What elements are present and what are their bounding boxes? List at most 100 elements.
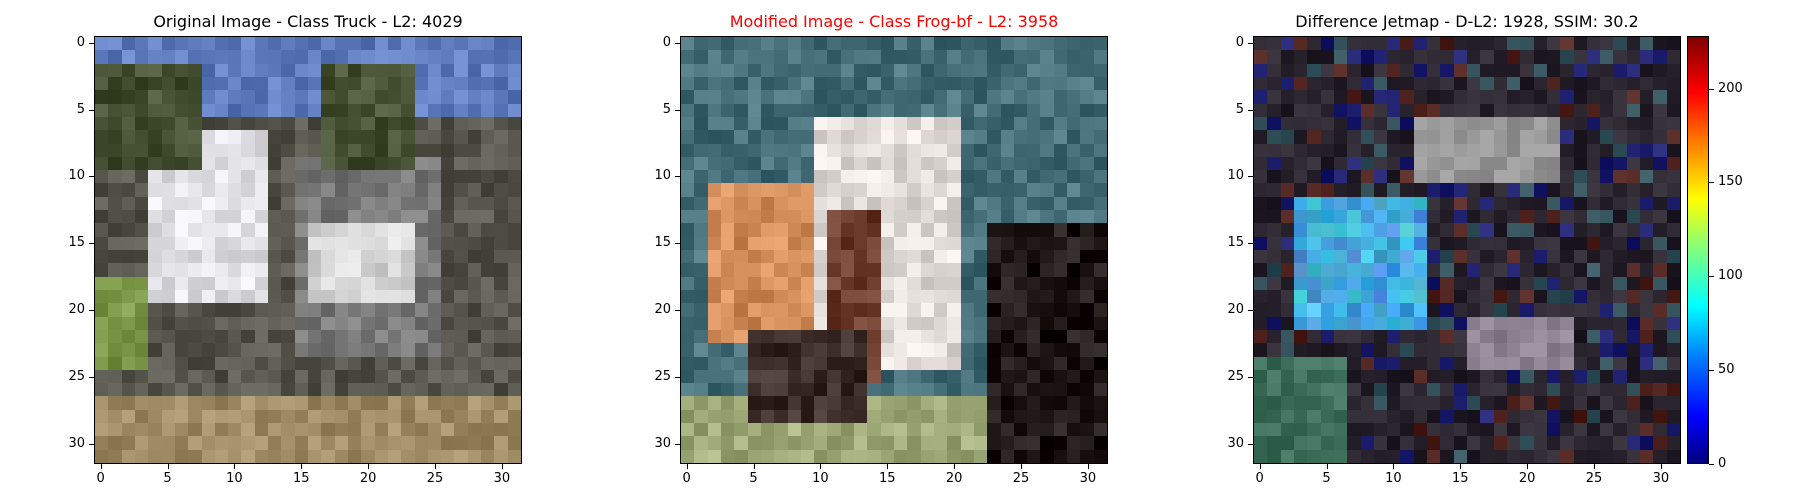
image-pixel (1413, 37, 1428, 51)
image-pixel (467, 250, 482, 264)
image-pixel (281, 50, 295, 64)
image-pixel (1413, 276, 1428, 290)
image-pixel (1013, 156, 1028, 171)
image-pixel (121, 90, 135, 104)
image-pixel (201, 276, 215, 290)
image-pixel (880, 183, 894, 197)
image-pixel (1520, 423, 1534, 437)
image-pixel (1347, 289, 1361, 304)
image-pixel (1453, 423, 1467, 437)
image-pixel (214, 369, 229, 384)
image-pixel (1267, 303, 1281, 317)
image-pixel (1267, 223, 1281, 237)
image-pixel (1093, 90, 1107, 104)
image-pixel (1293, 289, 1308, 304)
image-pixel (1320, 276, 1334, 290)
image-pixel (188, 156, 202, 171)
image-pixel (1427, 276, 1441, 290)
image-pixel (148, 329, 162, 344)
image-pixel (148, 316, 162, 330)
image-pixel (427, 329, 442, 344)
y-tick-label: 0 (1235, 34, 1244, 50)
image-pixel (414, 250, 428, 264)
image-pixel (1267, 170, 1281, 184)
image-pixel (760, 37, 775, 51)
image-pixel (121, 76, 135, 91)
image-pixel (401, 210, 415, 224)
image-pixel (987, 130, 1001, 144)
image-pixel (947, 103, 961, 117)
image-pixel (1546, 316, 1561, 330)
image-pixel (268, 316, 282, 330)
image-pixel (254, 37, 269, 51)
image-pixel (148, 210, 162, 224)
image-pixel (1360, 143, 1374, 157)
image-pixel (108, 276, 122, 290)
image-pixel (1613, 170, 1627, 184)
image-pixel (947, 276, 961, 290)
image-pixel (1400, 329, 1414, 344)
image-pixel (1586, 210, 1601, 224)
image-pixel (787, 289, 801, 304)
image-pixel (241, 63, 255, 77)
colorbar (1687, 36, 1709, 464)
image-pixel (1053, 170, 1068, 184)
image-pixel (1506, 343, 1521, 357)
x-tick-label: 30 (1079, 471, 1097, 486)
image-pixel (481, 303, 495, 317)
image-pixel (148, 223, 162, 237)
image-pixel (228, 263, 242, 277)
image-pixel (228, 183, 242, 197)
image-pixel (1360, 156, 1374, 171)
image-pixel (1093, 236, 1107, 250)
image-pixel (694, 210, 708, 224)
image-pixel (880, 76, 894, 91)
image-pixel (401, 37, 415, 51)
image-pixel (281, 183, 295, 197)
image-pixel (1546, 223, 1561, 237)
image-pixel (1533, 236, 1547, 250)
image-pixel (854, 90, 868, 104)
image-pixel (880, 50, 894, 64)
image-pixel (228, 409, 242, 424)
image-pixel (454, 76, 468, 91)
image-pixel (454, 156, 468, 171)
image-pixel (800, 449, 815, 463)
image-pixel (774, 183, 788, 197)
image-pixel (1000, 210, 1014, 224)
image-pixel (1520, 409, 1534, 424)
image-pixel (1440, 103, 1454, 117)
image-pixel (201, 223, 215, 237)
image-pixel (774, 369, 788, 384)
image-pixel (228, 156, 242, 171)
image-pixel (414, 170, 428, 184)
image-pixel (920, 130, 934, 144)
image-pixel (228, 329, 242, 344)
image-pixel (1520, 250, 1534, 264)
image-pixel (1480, 210, 1494, 224)
image-pixel (1040, 263, 1054, 277)
image-pixel (414, 329, 428, 344)
image-pixel (347, 156, 362, 171)
image-pixel (361, 116, 375, 131)
image-pixel (894, 396, 908, 410)
image-pixel (774, 76, 788, 91)
image-pixel (95, 449, 109, 463)
image-pixel (361, 449, 375, 463)
image-pixel (747, 50, 761, 64)
image-pixel (1480, 170, 1494, 184)
image-pixel (347, 409, 362, 424)
image-pixel (774, 196, 788, 211)
image-pixel (1360, 236, 1374, 250)
image-pixel (1267, 76, 1281, 91)
image-pixel (134, 196, 149, 211)
image-pixel (867, 303, 881, 317)
image-pixel (254, 263, 269, 277)
image-pixel (294, 143, 308, 157)
image-pixel (1440, 223, 1454, 237)
image-pixel (1427, 289, 1441, 304)
image-pixel (201, 103, 215, 117)
image-pixel (134, 90, 149, 104)
image-pixel (1666, 250, 1680, 264)
image-pixel (1493, 143, 1507, 157)
